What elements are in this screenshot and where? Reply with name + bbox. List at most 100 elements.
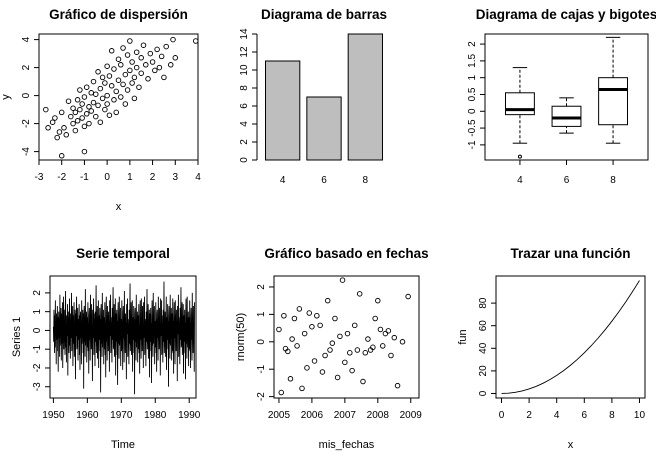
y-tick-label: -4 xyxy=(21,147,32,156)
y-tick-label: -3 xyxy=(32,382,43,391)
x-tick-label: -2 xyxy=(57,172,66,183)
data-point xyxy=(122,101,129,107)
data-point xyxy=(95,102,101,109)
data-point xyxy=(322,352,328,359)
y-tick-label: 2 xyxy=(239,139,250,145)
data-point xyxy=(314,313,320,319)
x-axis-label: x xyxy=(568,439,574,451)
data-point xyxy=(360,378,366,385)
plot-frame xyxy=(495,275,646,399)
data-point xyxy=(372,315,378,322)
y-tick-label: 20 xyxy=(478,365,489,377)
data-point xyxy=(111,66,117,72)
data-point xyxy=(86,104,92,110)
y-tick-label: 60 xyxy=(478,320,489,332)
data-point xyxy=(72,127,79,134)
y-tick-label: 40 xyxy=(478,342,489,354)
y-tick-label: -1 xyxy=(256,364,267,373)
panel-title: Trazar una función xyxy=(510,246,630,261)
data-point xyxy=(127,67,133,74)
data-point xyxy=(192,38,199,44)
data-point xyxy=(102,106,108,113)
data-point xyxy=(72,109,79,116)
x-tick-label: 1960 xyxy=(76,410,99,421)
data-point xyxy=(309,323,315,330)
plot-frame xyxy=(273,275,420,399)
data-point xyxy=(385,328,392,334)
data-point xyxy=(154,46,160,53)
data-point xyxy=(289,336,295,342)
data-point xyxy=(68,113,74,120)
data-point xyxy=(86,120,92,127)
box xyxy=(504,92,535,116)
x-tick-label: 2005 xyxy=(268,410,291,421)
data-point xyxy=(365,336,371,342)
x-tick-label: 6 xyxy=(321,175,327,186)
data-point xyxy=(276,326,282,333)
y-tick-label: 2 xyxy=(32,290,43,296)
data-point xyxy=(108,83,115,89)
data-point xyxy=(124,87,131,93)
panel-title: Gráfico basado en fechas xyxy=(264,246,428,261)
y-tick-label: 1 xyxy=(467,74,478,80)
y-tick-label: -2 xyxy=(256,392,267,401)
y-axis-label: y xyxy=(0,94,12,100)
bar xyxy=(306,96,342,161)
data-point xyxy=(115,77,122,83)
data-point xyxy=(124,52,131,58)
data-point xyxy=(77,106,83,113)
data-point xyxy=(281,313,287,319)
data-point xyxy=(311,358,318,364)
panel-title: Diagrama de cajas y bigotes xyxy=(476,7,656,22)
data-point xyxy=(332,315,338,322)
data-point xyxy=(140,42,147,48)
x-tick-label: 4 xyxy=(554,410,560,421)
x-tick-label: 4 xyxy=(517,175,523,186)
data-point xyxy=(163,43,169,50)
data-point xyxy=(299,385,305,392)
x-tick-label: 0 xyxy=(104,172,110,183)
data-point xyxy=(347,350,353,356)
data-point xyxy=(83,84,90,90)
box xyxy=(551,105,582,127)
data-point xyxy=(394,382,401,389)
panel-2: Diagrama de barras 0 2 4 6 8 10 12 14 4 6 8 xyxy=(239,7,387,186)
data-point xyxy=(104,101,110,107)
data-point xyxy=(90,99,97,106)
data-point xyxy=(370,344,376,351)
data-point xyxy=(285,348,291,355)
data-point xyxy=(291,315,298,322)
data-point xyxy=(88,108,94,114)
data-point xyxy=(52,115,58,121)
data-point xyxy=(351,322,358,329)
data-point xyxy=(106,73,113,79)
y-tick-label: 0 xyxy=(239,157,250,163)
data-point xyxy=(356,291,363,297)
x-tick-label: 6 xyxy=(582,410,588,421)
x-tick-label: 2006 xyxy=(301,410,324,421)
panel-title: Gráfico de dispersión xyxy=(49,7,188,22)
data-point xyxy=(158,53,165,60)
data-point xyxy=(138,55,144,61)
box xyxy=(598,77,629,126)
data-point xyxy=(129,80,135,86)
data-point xyxy=(138,70,144,76)
y-tick-label: 8 xyxy=(239,85,250,91)
plot-frame xyxy=(49,275,197,399)
data-point xyxy=(70,105,76,111)
x-tick-label: -3 xyxy=(35,172,44,183)
bar xyxy=(265,60,301,161)
data-point xyxy=(342,359,348,366)
x-tick-label: 2 xyxy=(526,410,532,421)
data-point xyxy=(147,50,154,57)
y-tick-label: 14 xyxy=(239,28,250,40)
x-tick-label: 8 xyxy=(363,175,369,186)
x-tick-label: 2007 xyxy=(334,410,357,421)
data-point xyxy=(294,343,300,349)
data-point xyxy=(327,347,333,353)
x-axis-label: x xyxy=(116,201,122,213)
y-tick-label: 0 xyxy=(478,390,489,396)
data-point xyxy=(337,333,343,340)
data-point xyxy=(317,322,323,329)
series-line xyxy=(52,281,195,395)
